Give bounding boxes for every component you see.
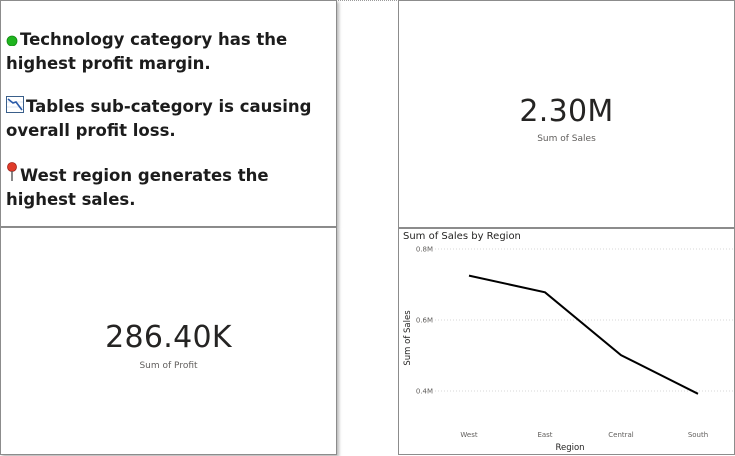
y-tick-label: 0.4M <box>416 388 433 396</box>
x-tick-label: East <box>537 431 552 439</box>
y-axis-title: Sum of Sales <box>403 310 413 366</box>
chart-decreasing-icon <box>6 96 24 119</box>
insights-textbox[interactable]: Technology category has the highest prof… <box>0 0 337 227</box>
x-tick-label: South <box>688 431 708 439</box>
insight-text: Technology category has the highest prof… <box>6 30 288 73</box>
insight-item-west: West region generates the highest sales. <box>6 162 336 211</box>
chart-title: Sum of Sales by Region <box>403 231 521 242</box>
x-tick-label: West <box>460 431 477 439</box>
insight-item-tables: Tables sub-category is causing overall p… <box>6 95 336 142</box>
profit-kpi-card[interactable]: 286.40K Sum of Profit <box>0 227 337 455</box>
kpi-label: Sum of Profit <box>139 361 198 371</box>
x-axis-title: Region <box>555 443 584 453</box>
series-line <box>468 274 699 395</box>
sales-by-region-chart[interactable]: Sum of Sales by Region 0.4M 0.6M 0.8M West… <box>398 228 735 455</box>
insight-item-technology: Technology category has the highest prof… <box>6 28 336 75</box>
y-axis: 0.4M 0.6M 0.8M <box>416 246 433 396</box>
insight-text: Tables sub-category is causing overall p… <box>6 97 312 140</box>
y-tick-label: 0.6M <box>416 317 433 325</box>
y-tick-label: 0.8M <box>416 246 433 254</box>
pushpin-icon <box>6 162 18 188</box>
chart-svg: Sum of Sales by Region 0.4M 0.6M 0.8M West… <box>403 231 734 453</box>
kpi-label: Sum of Sales <box>537 134 596 144</box>
kpi-value: 2.30M <box>519 94 614 129</box>
sales-kpi-card[interactable]: 2.30M Sum of Sales <box>398 0 735 228</box>
insight-text: West region generates the highest sales. <box>6 166 269 209</box>
x-tick-label: Central <box>608 431 634 439</box>
x-axis: West East Central South <box>460 431 708 439</box>
green-circle-icon <box>6 29 18 52</box>
kpi-value: 286.40K <box>105 320 232 355</box>
grid-layer <box>435 248 734 392</box>
